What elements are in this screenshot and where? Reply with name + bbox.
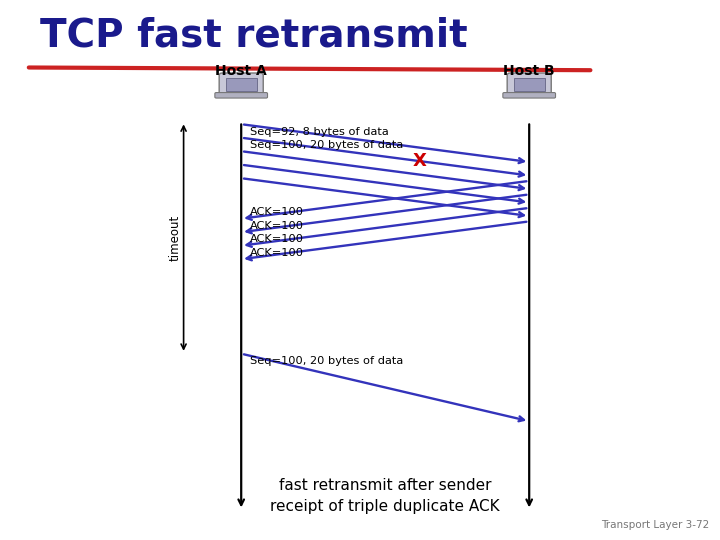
Text: ACK=100: ACK=100 <box>250 207 304 217</box>
FancyBboxPatch shape <box>215 92 268 98</box>
Text: ACK=100: ACK=100 <box>250 247 304 258</box>
FancyBboxPatch shape <box>219 73 264 96</box>
Text: TCP fast retransmit: TCP fast retransmit <box>40 16 467 54</box>
FancyBboxPatch shape <box>503 92 556 98</box>
Text: ACK=100: ACK=100 <box>250 234 304 244</box>
Text: Seq=100, 20 bytes of data: Seq=100, 20 bytes of data <box>250 140 403 151</box>
FancyBboxPatch shape <box>507 73 552 96</box>
Text: Host A: Host A <box>215 64 267 78</box>
Text: Seq=92, 8 bytes of data: Seq=92, 8 bytes of data <box>250 127 389 137</box>
Text: X: X <box>413 152 427 170</box>
Bar <box>514 78 544 91</box>
Text: ACK=100: ACK=100 <box>250 220 304 231</box>
Text: Seq=100, 20 bytes of data: Seq=100, 20 bytes of data <box>250 356 403 367</box>
Bar <box>226 78 256 91</box>
Text: Transport Layer 3-72: Transport Layer 3-72 <box>601 520 709 530</box>
Text: timeout: timeout <box>168 214 181 261</box>
Text: Host B: Host B <box>503 64 555 78</box>
Text: fast retransmit after sender
receipt of triple duplicate ACK: fast retransmit after sender receipt of … <box>271 478 500 514</box>
